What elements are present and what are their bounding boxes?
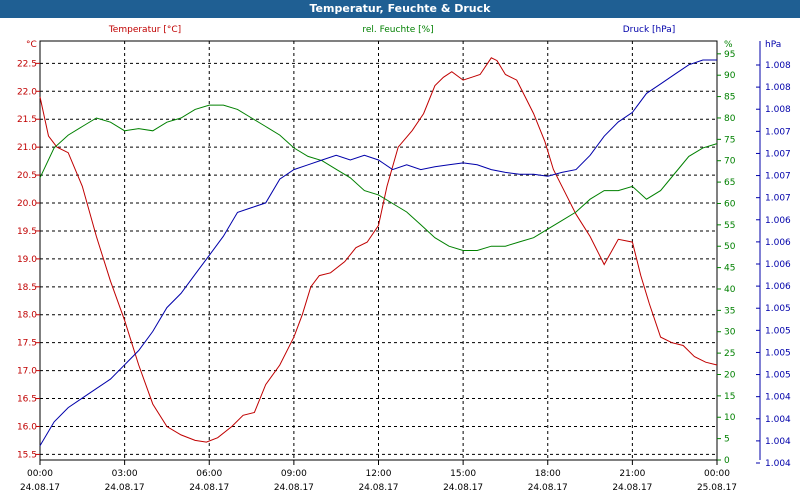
pressure-tick-label: 1.006 [765,216,791,226]
x-tick-date: 24.08.17 [20,483,60,493]
temperature-tick-label: 16.5 [17,395,37,405]
x-tick-time: 06:00 [196,469,222,479]
pressure-series-line [39,59,717,446]
temperature-tick-label: 19.0 [17,255,37,265]
pressure-tick-label: 1.005 [765,371,791,381]
temperature-series-line [39,57,718,443]
pressure-tick-label: 1.004 [765,393,791,403]
humidity-tick-label: 80 [724,114,736,124]
humidity-tick-label: 75 [724,135,735,145]
temperature-tick-label: 21.0 [17,143,37,153]
temperature-unit: °C [26,40,37,50]
humidity-tick-label: 85 [724,93,735,103]
x-tick-time: 09:00 [281,469,307,479]
pressure-tick-label: 1.004 [765,459,791,469]
pressure-tick-label: 1.008 [765,61,791,71]
pressure-tick-label: 1.005 [765,348,791,358]
pressure-tick-label: 1.006 [765,282,791,292]
temperature-tick-label: 18.0 [17,311,37,321]
humidity-tick-label: 5 [724,435,730,445]
pressure-tick-label: 1.008 [765,83,791,93]
pressure-tick-label: 1.005 [765,326,791,336]
temperature-tick-label: 17.0 [17,367,37,377]
humidity-unit: % [724,40,733,50]
humidity-tick-label: 25 [724,349,735,359]
x-tick-date: 24.08.17 [443,483,483,493]
pressure-tick-label: 1.007 [765,172,791,182]
pressure-tick-label: 1.004 [765,437,791,447]
temperature-tick-label: 15.5 [17,450,37,460]
humidity-tick-label: 65 [724,178,735,188]
x-tick-date: 24.08.17 [358,483,398,493]
humidity-tick-label: 95 [724,50,735,60]
temperature-tick-label: 17.5 [17,339,37,349]
pressure-tick-label: 1.006 [765,260,791,270]
pressure-unit: hPa [765,40,781,50]
temperature-tick-label: 16.0 [17,422,37,432]
pressure-tick-label: 1.008 [765,105,791,115]
humidity-tick-label: 30 [724,328,736,338]
line-chart: Temperatur [°C] rel. Feuchte [%] Druck [… [17,25,791,493]
humidity-axis-label: rel. Feuchte [%] [362,25,433,35]
humidity-series-line [39,104,718,251]
humidity-tick-label: 60 [724,199,736,209]
humidity-tick-label: 10 [724,413,736,423]
temperature-tick-label: 20.5 [17,171,37,181]
x-tick-time: 21:00 [619,469,645,479]
temperature-tick-label: 18.5 [17,283,37,293]
x-axis-ticks: 00:00 24.08.17 03:00 24.08.17 06:00 24.08.17 0… [20,460,737,493]
humidity-ticks: 0 5 10 15 20 25 30 35 40 45 50 55 60 65 70 75 80 85 90 95 [717,50,736,466]
pressure-tick-label: 1.007 [765,194,791,204]
pressure-ticks: 1.004 1.004 1.004 1.004 1.005 1.005 1.005 1.005… [756,41,791,469]
chart-grid [40,41,717,460]
pressure-tick-label: 1.006 [765,238,791,248]
x-tick-time: 00:00 [704,469,730,479]
x-tick-date: 24.08.17 [189,483,229,493]
humidity-tick-label: 70 [724,157,736,167]
temperature-tick-label: 20.0 [17,199,37,209]
x-tick-date: 24.08.17 [612,483,652,493]
series-lines [39,57,718,446]
x-tick-date: 25.08.17 [697,483,737,493]
pressure-tick-label: 1.005 [765,304,791,314]
temperature-tick-label: 22.0 [17,87,37,97]
x-tick-time: 15:00 [450,469,476,479]
temperature-tick-label: 21.5 [17,115,37,125]
humidity-tick-label: 45 [724,264,735,274]
humidity-tick-label: 35 [724,306,735,316]
pressure-axis-label: Druck [hPa] [623,25,676,35]
humidity-tick-label: 55 [724,221,735,231]
temperature-axis-label: Temperatur [°C] [108,25,181,35]
pressure-tick-label: 1.007 [765,149,791,159]
x-tick-time: 00:00 [27,469,53,479]
humidity-tick-label: 15 [724,392,735,402]
x-tick-date: 24.08.17 [528,483,568,493]
humidity-tick-label: 90 [724,71,736,81]
humidity-tick-label: 40 [724,285,736,295]
x-tick-time: 18:00 [535,469,561,479]
window-title: Temperatur, Feuchte & Druck [0,0,800,18]
x-tick-date: 24.08.17 [274,483,314,493]
x-tick-date: 24.08.17 [105,483,145,493]
x-tick-time: 12:00 [366,469,392,479]
humidity-tick-label: 50 [724,242,736,252]
humidity-tick-label: 0 [724,456,730,466]
temperature-tick-label: 19.5 [17,227,37,237]
x-tick-time: 03:00 [112,469,138,479]
temperature-tick-label: 22.5 [17,59,37,69]
humidity-tick-label: 20 [724,370,736,380]
pressure-tick-label: 1.007 [765,127,791,137]
pressure-tick-label: 1.004 [765,415,791,425]
temperature-ticks: 15.5 16.0 16.5 17.0 17.5 18.0 18.5 19.0 19.5 20.0… [17,59,40,460]
